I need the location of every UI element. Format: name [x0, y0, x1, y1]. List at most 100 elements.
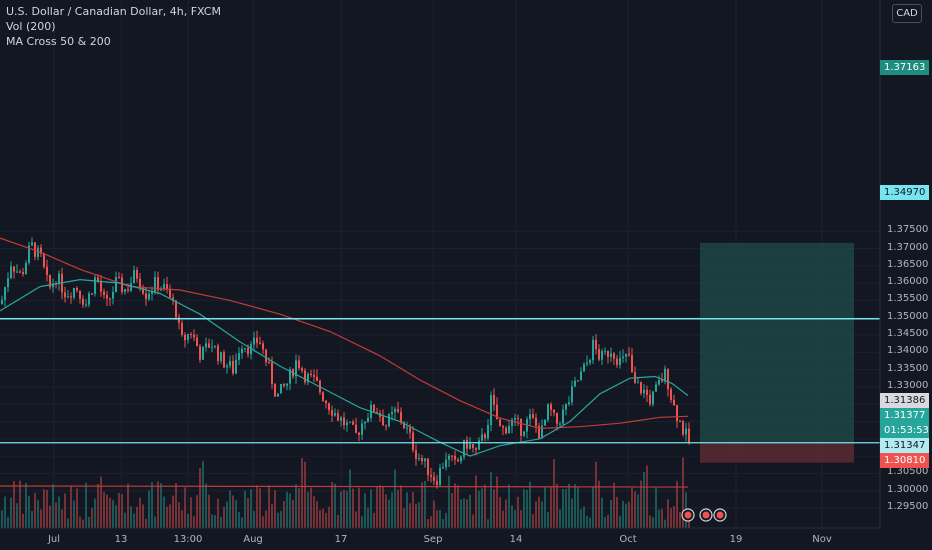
volume-bar	[79, 516, 81, 528]
volume-bar	[616, 496, 618, 528]
volume-bar	[301, 458, 303, 528]
candle	[274, 383, 276, 397]
volume-bar	[130, 506, 132, 528]
volume-bar	[172, 495, 174, 528]
candle	[118, 272, 120, 279]
candle	[79, 290, 81, 304]
candle	[640, 381, 642, 396]
candle	[316, 369, 318, 382]
volume-bar	[607, 514, 609, 528]
candle	[283, 383, 285, 388]
candle	[109, 297, 111, 306]
volume-bar	[202, 461, 204, 528]
candle	[205, 337, 207, 352]
volume-bar	[241, 517, 243, 528]
target-price-label: 1.37163	[880, 60, 929, 75]
volume-bar	[667, 499, 669, 528]
volume-bar	[100, 476, 102, 528]
time-tick: Nov	[812, 534, 832, 545]
volume-bar	[325, 512, 327, 528]
candle	[649, 389, 651, 407]
volume-bar	[7, 516, 9, 528]
candle	[652, 390, 654, 407]
candle	[4, 286, 6, 307]
volume-bar	[511, 505, 513, 528]
candle	[184, 332, 186, 348]
candle	[478, 437, 480, 451]
volume-bar	[373, 512, 375, 528]
time-tick: 17	[334, 534, 348, 545]
candle	[202, 345, 204, 360]
volume-bar	[388, 499, 390, 528]
price-tick: 1.37500	[887, 224, 929, 236]
candle	[622, 349, 624, 363]
price-tick: 1.36500	[887, 258, 929, 270]
candle	[613, 352, 615, 365]
candle	[190, 332, 192, 339]
volume-bar	[97, 484, 99, 528]
volume-bar	[145, 518, 147, 528]
volume-bar	[391, 492, 393, 528]
candle	[172, 293, 174, 305]
volume-bar	[82, 519, 84, 528]
volume-bar	[538, 496, 540, 528]
candle	[670, 387, 672, 404]
candle	[571, 380, 573, 406]
candle	[454, 450, 456, 465]
volume-bar	[664, 519, 666, 528]
volume-bar	[109, 497, 111, 528]
candle	[472, 443, 474, 453]
candle	[124, 288, 126, 295]
volume-bar	[37, 500, 39, 528]
volume-bar	[484, 484, 486, 528]
volume-bar	[220, 516, 222, 528]
volume-bar	[610, 500, 612, 528]
volume-bar	[505, 499, 507, 528]
candle	[37, 245, 39, 261]
candle	[301, 366, 303, 373]
candle	[619, 350, 621, 369]
volume-bar	[625, 503, 627, 528]
volume-bar	[4, 496, 6, 528]
volume-bar	[634, 491, 636, 528]
candle	[181, 320, 183, 337]
volume-bar	[565, 488, 567, 528]
volume-bar	[118, 492, 120, 528]
volume-bar	[448, 475, 450, 528]
candle	[364, 420, 366, 430]
volume-indicator-label[interactable]: Vol (200)	[6, 20, 56, 33]
currency-badge[interactable]: CAD	[892, 4, 922, 23]
volume-bar	[253, 510, 255, 528]
volume-bar	[298, 488, 300, 528]
ma-cross-indicator-label[interactable]: MA Cross 50 & 200	[6, 35, 111, 48]
candle	[166, 276, 168, 294]
candle	[94, 274, 96, 297]
candle	[688, 422, 690, 445]
volume-bar	[622, 500, 624, 528]
candle	[271, 356, 273, 389]
volume-bar	[427, 519, 429, 528]
candle	[397, 401, 399, 414]
candle	[28, 241, 30, 265]
candle	[70, 292, 72, 304]
symbol-title[interactable]: U.S. Dollar / Canadian Dollar, 4h, FXCM	[6, 5, 221, 18]
volume-bar	[211, 514, 213, 528]
candle	[208, 338, 210, 349]
candle	[607, 350, 609, 364]
candle	[112, 286, 114, 305]
candle	[232, 354, 234, 376]
volume-bar	[151, 482, 153, 528]
candle	[562, 404, 564, 426]
price-tick: 1.36000	[887, 276, 929, 288]
volume-bar	[526, 490, 528, 528]
candle	[43, 252, 45, 269]
volume-bar	[277, 512, 279, 528]
time-tick: Oct	[619, 534, 637, 545]
candle	[682, 419, 684, 437]
volume-bar	[619, 515, 621, 528]
volume-bar	[550, 487, 552, 528]
support-price-label: 1.31386	[880, 393, 929, 408]
time-tick: 19	[729, 534, 743, 545]
candle	[625, 353, 627, 363]
